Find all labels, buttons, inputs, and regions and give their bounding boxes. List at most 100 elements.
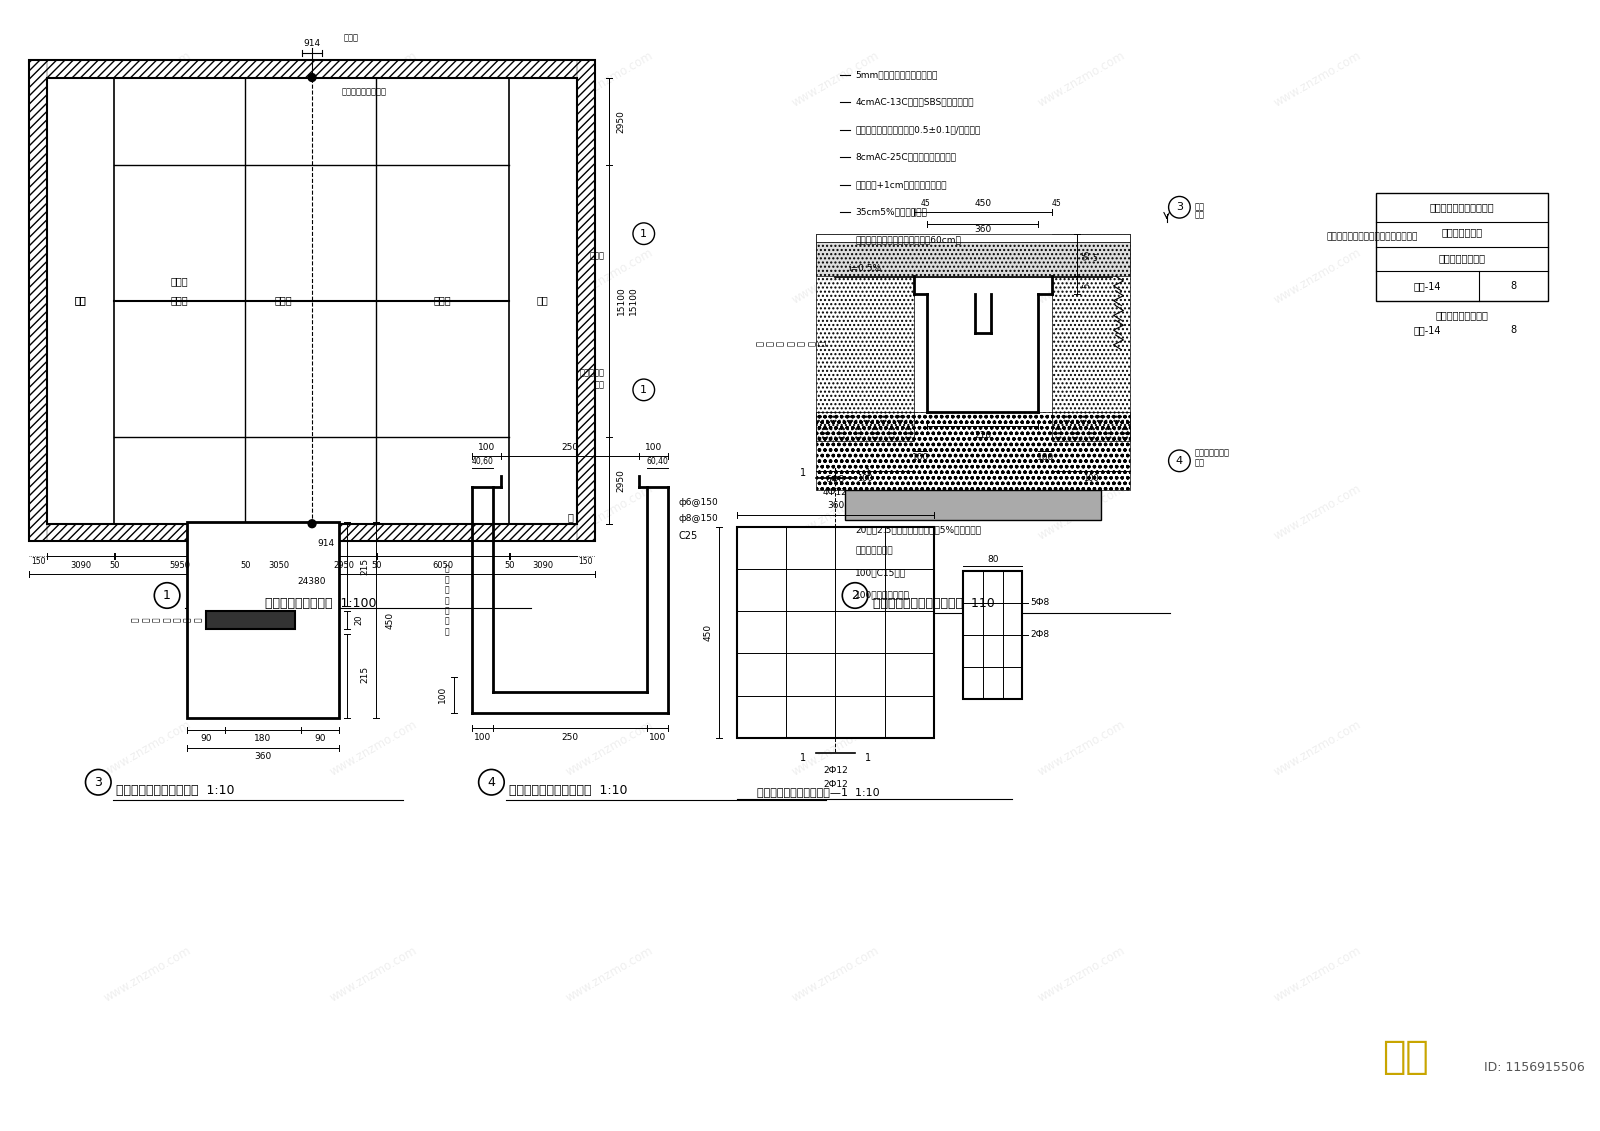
Text: 端区: 端区 [538,295,549,305]
Text: www.znzmo.com: www.znzmo.com [563,717,656,778]
Text: 运动场区水沟盖板配筋图—1  1:10: 运动场区水沟盖板配筋图—1 1:10 [757,787,880,797]
Bar [46,78,578,524]
Text: 运动场区水沟盖板平面图  1:10: 运动场区水沟盖板平面图 1:10 [115,784,235,796]
Text: 3: 3 [94,776,102,788]
Text: 金同: 金同 [1194,210,1205,219]
Text: 4: 4 [1176,456,1182,466]
Circle shape [634,223,654,244]
Text: www.znzmo.com: www.znzmo.com [789,717,882,778]
Circle shape [478,769,504,795]
Text: www.znzmo.com: www.znzmo.com [789,943,882,1004]
Text: 3050: 3050 [269,561,290,570]
Text: www.znzmo.com: www.znzmo.com [328,943,419,1004]
Bar [29,60,595,542]
Text: 5: 5 [1091,254,1098,264]
Text: 35cm5%水泥稳定碎石: 35cm5%水泥稳定碎石 [854,208,926,217]
Text: 细石混凝土面层: 细石混凝土面层 [854,546,893,555]
Text: 90: 90 [314,734,326,743]
Text: 100: 100 [912,454,930,463]
Bar [187,521,339,718]
Text: 透层氥青+1cm氥青混凝土下封层: 透层氥青+1cm氥青混凝土下封层 [854,180,947,189]
Text: www.znzmo.com: www.znzmo.com [1270,482,1363,542]
Text: 压实路基（路基顶面沉降不小于60cm）: 压实路基（路基顶面沉降不小于60cm） [854,235,962,244]
Bar [963,571,1022,699]
Text: 发球区: 发球区 [434,295,451,305]
Text: 5950: 5950 [170,561,190,570]
Text: www.znzmo.com: www.znzmo.com [1035,245,1126,307]
Text: 端区: 端区 [75,295,86,305]
Text: www.znzmo.com: www.znzmo.com [1270,245,1363,307]
Text: 15100: 15100 [616,286,626,316]
Circle shape [309,520,315,528]
Text: 中心线（球网位置）: 中心线（球网位置） [341,88,387,97]
Text: 150: 150 [579,556,594,566]
Text: 100: 100 [856,474,872,483]
Text: 8: 8 [1510,325,1517,335]
Text: i=0.5%: i=0.5% [848,264,882,273]
Text: www.znzmo.com: www.znzmo.com [789,482,882,542]
Text: ф8@150: ф8@150 [678,515,718,524]
Text: 排水沟: 排水沟 [589,251,605,260]
Text: 排
水
沟
底
部
变
化: 排 水 沟 底 部 变 化 [755,342,827,346]
Text: 浙江大学国际联合体育场: 浙江大学国际联合体育场 [1430,202,1494,213]
Text: 215: 215 [360,665,370,683]
Text: www.znzmo.com: www.znzmo.com [1035,943,1126,1004]
Text: www.znzmo.com: www.znzmo.com [101,717,194,778]
Text: 5mm厘聚氨酯弹性体填充面层: 5mm厘聚氨酯弹性体填充面层 [854,70,938,79]
Text: www.znzmo.com: www.znzmo.com [328,482,419,542]
Text: 运动场区地面、排水沟大样  110: 运动场区地面、排水沟大样 110 [872,597,995,610]
Text: 网球训练场地面评图: 网球训练场地面评图 [1435,310,1488,320]
Text: 450: 450 [702,624,712,641]
Text: 凹: 凹 [566,512,573,521]
Text: 8: 8 [1510,280,1517,291]
Text: 45: 45 [1051,199,1062,208]
Bar [816,242,1130,276]
Text: www.znzmo.com: www.znzmo.com [328,49,419,110]
Text: 由十二期分区，本图所取以该版本为准: 由十二期分区，本图所取以该版本为准 [1326,232,1418,241]
Text: 100: 100 [645,442,662,451]
Text: www.znzmo.com: www.znzmo.com [563,49,656,110]
Text: 360: 360 [974,225,992,234]
Text: 叠层: 叠层 [1194,202,1205,211]
Text: 15100: 15100 [629,286,638,316]
Text: www.znzmo.com: www.znzmo.com [1035,49,1126,110]
Bar [29,60,46,542]
Text: 180: 180 [254,734,272,743]
Text: 250: 250 [562,733,579,742]
Text: 100厚砖石垃层地基: 100厚砖石垃层地基 [854,590,910,599]
Text: 详见: 详见 [595,380,605,389]
Text: 914: 914 [317,538,334,547]
Text: www.znzmo.com: www.znzmo.com [1035,717,1126,778]
Text: 100: 100 [650,733,666,742]
Text: www.znzmo.com: www.znzmo.com [101,245,194,307]
Text: 4Ф12: 4Ф12 [822,487,848,497]
Bar [1053,234,1130,441]
Text: 1: 1 [640,228,648,239]
Bar [816,412,1130,491]
Text: 4cmAC-13C细粒式SBS改性氥青混凝: 4cmAC-13C细粒式SBS改性氥青混凝 [854,97,973,106]
Text: 6Ф8: 6Ф8 [826,475,845,484]
Text: 50: 50 [240,561,251,570]
Text: 40,60: 40,60 [472,457,493,466]
Text: 5: 5 [1082,283,1091,287]
Bar [206,611,294,629]
Bar [29,60,595,78]
Text: 3090: 3090 [533,561,554,570]
Text: 发球区: 发球区 [171,276,189,286]
Text: 金同: 金同 [1194,458,1205,467]
Text: 围网柱做法: 围网柱做法 [579,369,605,378]
Text: ф6@150: ф6@150 [678,498,718,507]
Text: 3090: 3090 [70,561,91,570]
Text: 2950: 2950 [616,468,626,492]
Text: 45: 45 [920,199,930,208]
Bar [738,527,934,739]
Text: 8cmAC-25C粗粒式改性氥青混凝: 8cmAC-25C粗粒式改性氥青混凝 [854,153,957,162]
Circle shape [154,582,179,608]
Text: 914: 914 [304,38,320,48]
Text: （青少年校区）: （青少年校区） [1442,227,1483,236]
Text: 6050: 6050 [432,561,453,570]
Bar [578,60,595,542]
Text: 1: 1 [866,467,870,477]
Bar [1376,192,1547,301]
Text: 1: 1 [163,589,171,602]
